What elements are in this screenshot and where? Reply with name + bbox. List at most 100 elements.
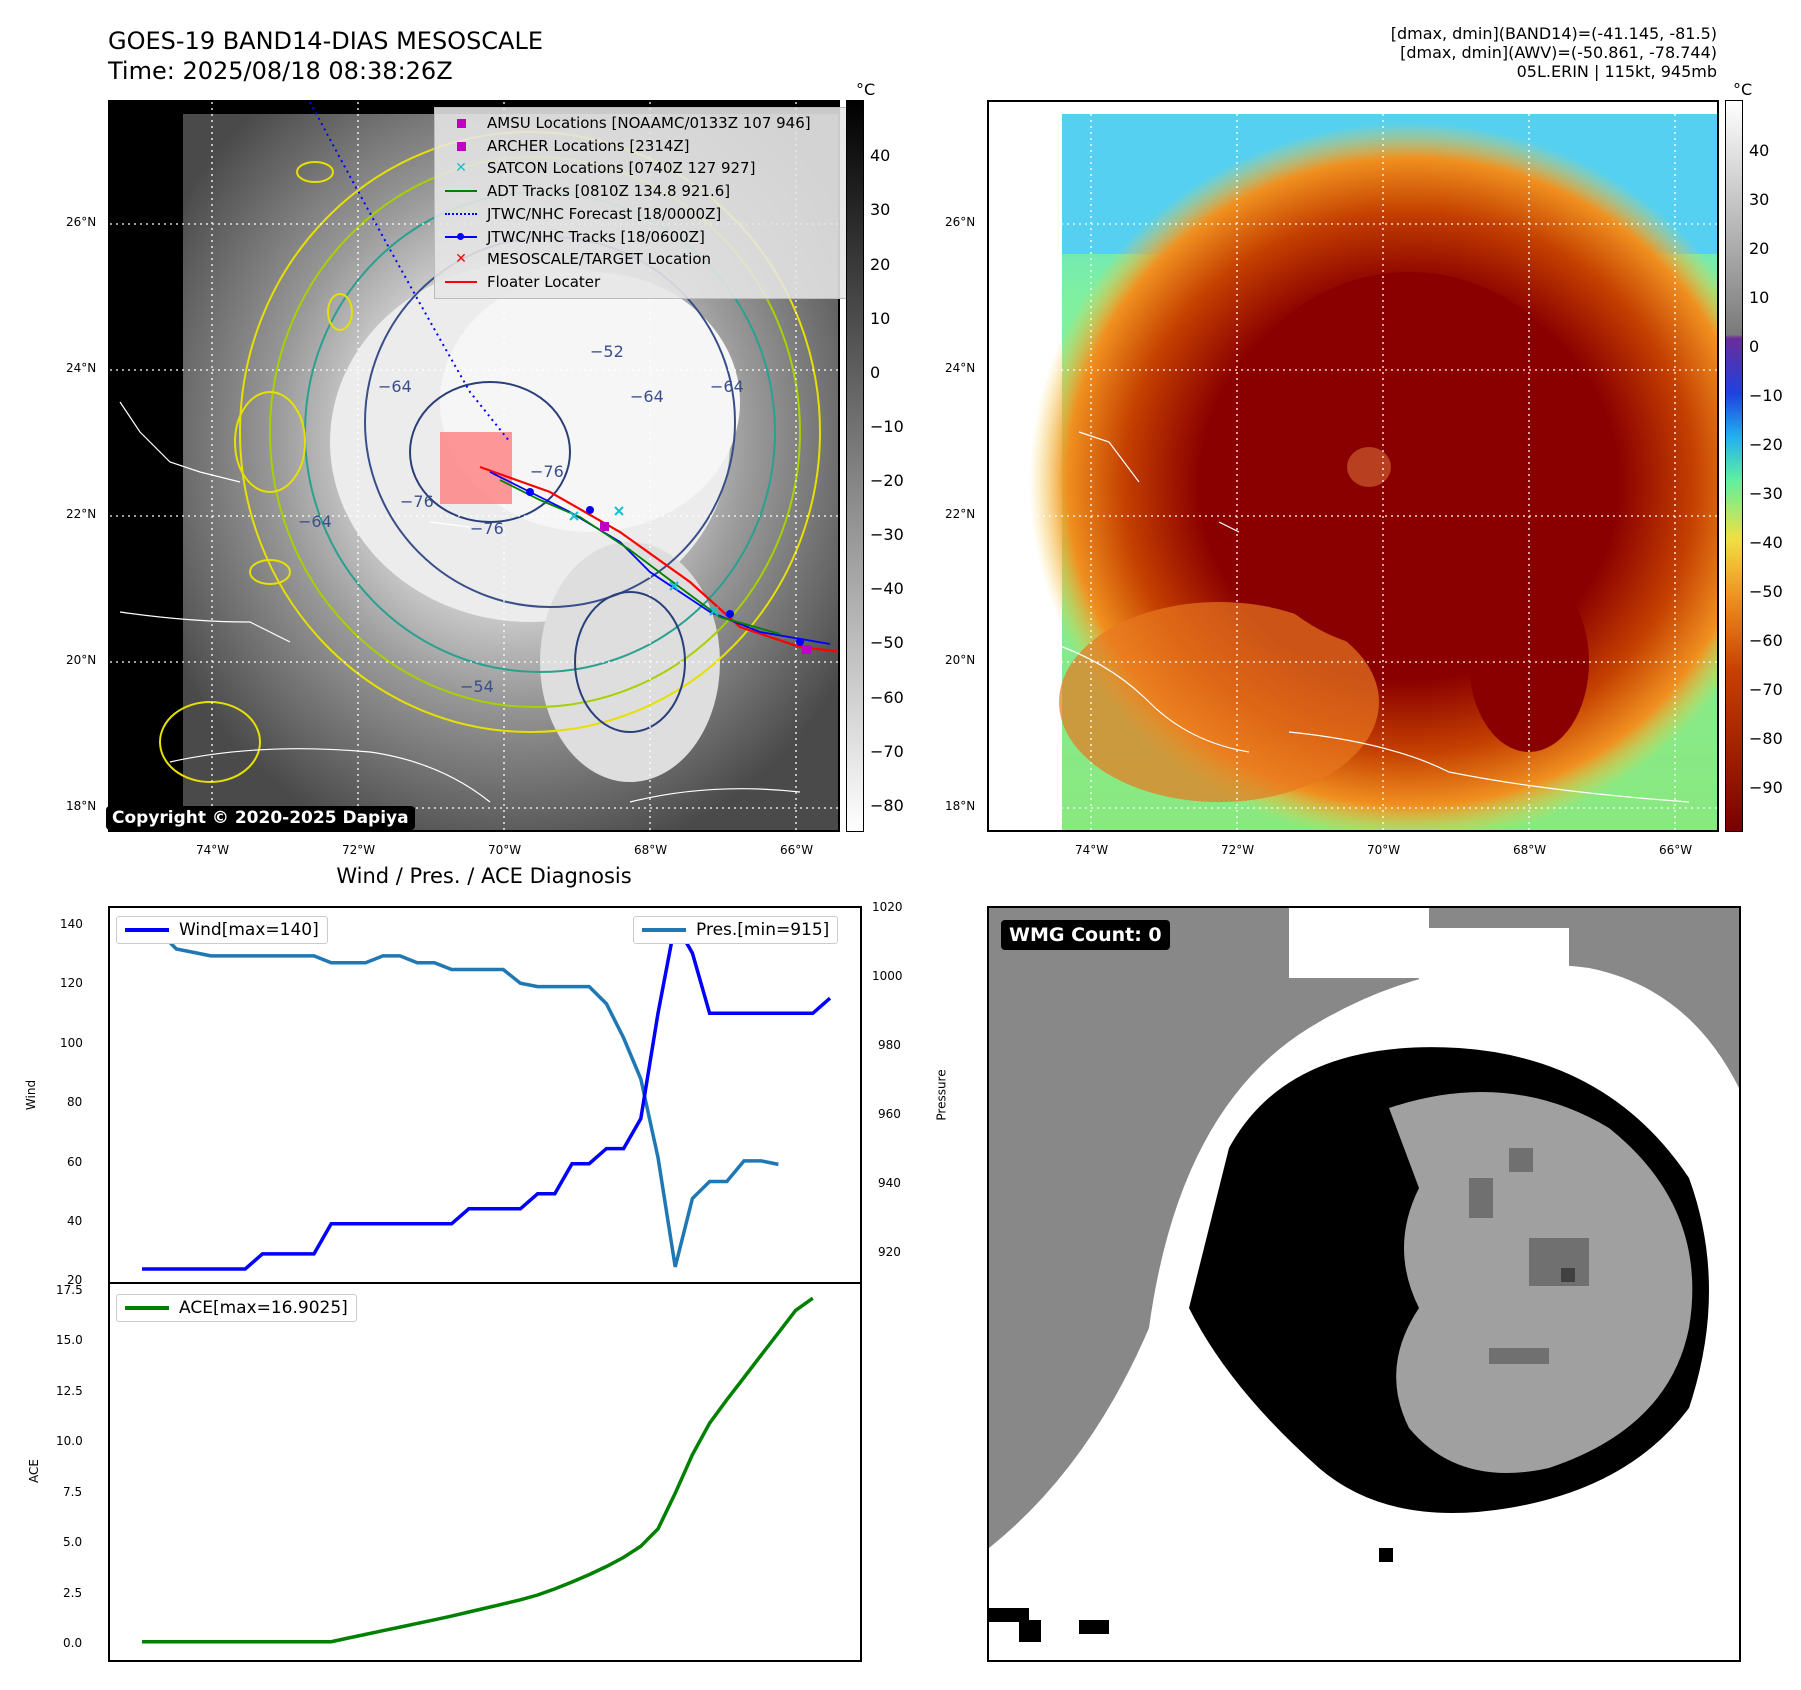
legend-item-adt: ADT Tracks [0810Z 134.8 921.6]	[443, 180, 839, 203]
lon-label: 68°W	[1513, 843, 1547, 857]
colorbar-tick: −70	[1749, 680, 1783, 699]
wind-tick: 80	[67, 1095, 83, 1109]
legend-item-tracks: JTWC/NHC Tracks [18/0600Z]	[443, 226, 839, 249]
lon-label: 66°W	[780, 843, 814, 857]
solid-line-icon	[443, 281, 479, 284]
wind-legend-line	[125, 928, 169, 932]
wind-tick: 140	[60, 917, 83, 931]
ace-tick: 5.0	[63, 1535, 83, 1549]
colorbar-tick: −40	[870, 579, 904, 598]
wind-legend-label: Wind[max=140]	[179, 920, 319, 940]
legend-item-satcon: ✕ SATCON Locations [0740Z 127 927]	[443, 157, 839, 180]
ace-series-line	[142, 1296, 814, 1644]
colorbar-tick: 30	[870, 200, 891, 219]
ace-svg	[142, 1296, 814, 1644]
legend-label: MESOSCALE/TARGET Location	[487, 250, 712, 269]
lat-label: 22°N	[66, 507, 97, 521]
lat-label: 18°N	[945, 799, 976, 813]
colorbar-tick: 40	[870, 146, 891, 165]
colorbar-tick: −50	[870, 633, 904, 652]
right-colorbar-unit: °C	[1733, 80, 1753, 99]
pressure-tick: 920	[878, 1245, 901, 1259]
colorbar-tick: −30	[870, 525, 904, 544]
wind-axis-label: Wind	[24, 1079, 39, 1111]
contour-label: −64	[710, 377, 744, 396]
info-line-1: [dmax, dmin](BAND14)=(-41.145, -81.5)	[1390, 24, 1717, 43]
left-colorbar-unit: °C	[856, 80, 876, 99]
ace-tick: 17.5	[56, 1283, 83, 1297]
info-line-3: 05L.ERIN | 115kt, 945mb	[1516, 62, 1717, 81]
legend-label: ARCHER Locations [2314Z]	[487, 136, 690, 155]
lat-label: 18°N	[66, 799, 97, 813]
lon-label: 66°W	[1659, 843, 1693, 857]
colorbar-tick: −80	[1749, 729, 1783, 748]
ace-axis-label: ACE	[26, 1459, 41, 1483]
title-line-1: GOES-19 BAND14-DIAS MESOSCALE	[108, 27, 544, 55]
wind-series-line	[142, 918, 832, 1271]
wind-tick: 100	[60, 1036, 83, 1050]
legend-label: JTWC/NHC Tracks [18/0600Z]	[487, 227, 705, 246]
dot-line-icon	[443, 233, 479, 241]
pressure-series-line	[142, 930, 779, 1268]
colorbar-tick: 30	[1749, 190, 1770, 209]
contour-label: −52	[590, 342, 624, 361]
lat-label: 26°N	[66, 215, 97, 229]
colorbar-tick: −20	[870, 471, 904, 490]
ace-tick: 12.5	[56, 1384, 83, 1398]
legend-item-archer: ARCHER Locations [2314Z]	[443, 135, 839, 158]
lon-label: 74°W	[196, 843, 230, 857]
wmg-panel	[987, 906, 1741, 1662]
awv-map-image	[989, 102, 1717, 830]
ace-tick: 10.0	[56, 1434, 83, 1448]
wmg-count-badge: WMG Count: 0	[1001, 920, 1170, 950]
colorbar-tick: −70	[870, 742, 904, 761]
wind-tick: 40	[67, 1214, 83, 1228]
pressure-legend-line	[642, 928, 686, 932]
pressure-legend-label: Pres.[min=915]	[696, 920, 830, 940]
lat-label: 24°N	[945, 361, 976, 375]
colorbar-tick: 10	[870, 309, 891, 328]
colorbar-tick: −40	[1749, 533, 1783, 552]
square-marker-icon	[443, 141, 479, 151]
colorbar-tick: 20	[870, 255, 891, 274]
wind-tick: 60	[67, 1155, 83, 1169]
pressure-axis-label: Pressure	[934, 1069, 949, 1121]
colorbar-tick: −60	[870, 688, 904, 707]
wind-legend: Wind[max=140]	[116, 916, 328, 944]
copyright-label: Copyright © 2020-2025 Dapiya	[106, 806, 415, 830]
ace-tick: 7.5	[63, 1485, 83, 1499]
info-line-2: [dmax, dmin](AWV)=(-50.861, -78.744)	[1400, 43, 1717, 62]
colorbar-tick: −10	[870, 417, 904, 436]
ace-legend: ACE[max=16.9025]	[116, 1294, 357, 1322]
lat-label: 22°N	[945, 507, 976, 521]
legend-label: ADT Tracks [0810Z 134.8 921.6]	[487, 182, 731, 201]
contour-label: −64	[298, 512, 332, 531]
lon-label: 72°W	[342, 843, 376, 857]
lat-label: 20°N	[945, 653, 976, 667]
right-colorbar	[1725, 100, 1743, 832]
contour-label: −54	[460, 677, 494, 696]
legend-item-amsu: AMSU Locations [NOAAMC/0133Z 107 946]	[443, 112, 839, 135]
x-marker-icon: ✕	[455, 251, 467, 268]
ace-tick: 15.0	[56, 1333, 83, 1347]
colorbar-tick: −80	[870, 796, 904, 815]
storm-info: [dmax, dmin](BAND14)=(-41.145, -81.5) [d…	[1391, 24, 1717, 81]
diagnosis-title: Wind / Pres. / ACE Diagnosis	[336, 864, 632, 888]
lon-label: 70°W	[488, 843, 522, 857]
legend-label: AMSU Locations [NOAAMC/0133Z 107 946]	[487, 114, 811, 132]
lon-label: 68°W	[634, 843, 668, 857]
lon-label: 70°W	[1367, 843, 1401, 857]
pressure-tick: 940	[878, 1176, 901, 1190]
track-legend: AMSU Locations [NOAAMC/0133Z 107 946] AR…	[434, 107, 848, 299]
colorbar-tick: −50	[1749, 582, 1783, 601]
colorbar-tick: 40	[1749, 141, 1770, 160]
contour-label: −64	[630, 387, 664, 406]
ace-legend-line	[125, 1306, 169, 1310]
left-colorbar	[846, 100, 864, 832]
wind-pressure-svg	[142, 918, 832, 1271]
contour-label: −76	[530, 462, 564, 481]
lat-label: 24°N	[66, 361, 97, 375]
legend-label: Floater Locater	[487, 272, 601, 291]
wind-tick: 120	[60, 976, 83, 990]
legend-label: SATCON Locations [0740Z 127 927]	[487, 159, 756, 178]
